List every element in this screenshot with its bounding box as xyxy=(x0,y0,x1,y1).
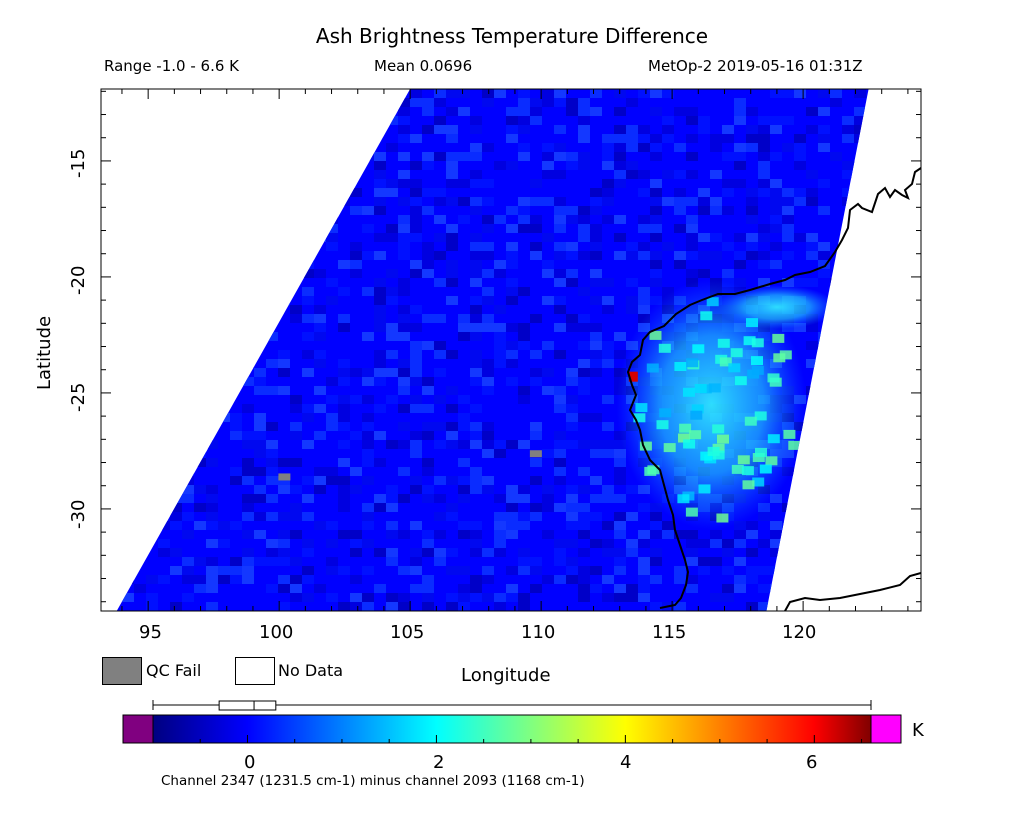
x-tick-label: 100 xyxy=(259,622,294,643)
no-data-label: No Data xyxy=(278,661,344,680)
chart-title: Ash Brightness Temperature Difference xyxy=(315,24,709,48)
range-text: Range -1.0 - 6.6 K xyxy=(104,57,239,75)
x-axis-label: Longitude xyxy=(461,665,551,686)
coastline xyxy=(626,167,921,609)
qc-fail-pixel xyxy=(529,450,542,458)
ash-plume-streak xyxy=(716,285,837,330)
colorbar-tick-label: 2 xyxy=(433,752,445,773)
qc-fail-pixel xyxy=(278,473,291,481)
qc-fail-swatch xyxy=(102,657,142,685)
hot-pixel xyxy=(628,371,638,382)
y-axis-label: Latitude xyxy=(34,315,55,390)
x-tick-label: 115 xyxy=(652,622,687,643)
y-tick-label: -30 xyxy=(68,499,89,529)
qc-fail-label: QC Fail xyxy=(146,661,202,680)
x-tick-label: 95 xyxy=(139,622,162,643)
x-tick-label: 110 xyxy=(521,622,556,643)
satellite-time-text: MetOp-2 2019-05-16 01:31Z xyxy=(648,57,863,75)
mean-text: Mean 0.0696 xyxy=(374,57,473,75)
y-tick-label: -20 xyxy=(68,265,89,295)
colorbar-unit: K xyxy=(912,720,924,741)
channel-caption: Channel 2347 (1231.5 cm-1) minus channel… xyxy=(161,773,585,789)
y-tick-label: -15 xyxy=(68,148,89,178)
colorbar-tick-label: 6 xyxy=(806,752,818,773)
colorbar-tick-label: 0 xyxy=(244,752,256,773)
colorbar-tick-label: 4 xyxy=(620,752,632,773)
y-tick-label: -25 xyxy=(68,382,89,412)
x-tick-label: 120 xyxy=(782,622,817,643)
plot-frame xyxy=(100,88,922,612)
south-coastline xyxy=(784,572,921,611)
x-tick-label: 105 xyxy=(390,622,425,643)
no-data-swatch xyxy=(235,657,275,685)
